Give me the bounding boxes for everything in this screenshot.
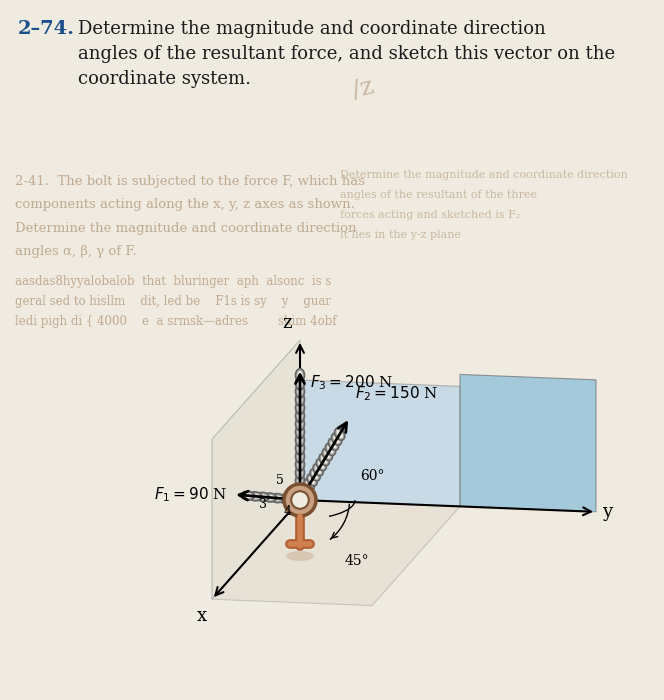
Ellipse shape <box>258 494 267 499</box>
Ellipse shape <box>306 481 312 489</box>
Ellipse shape <box>304 479 314 491</box>
Text: $F_3 = 200$ N: $F_3 = 200$ N <box>310 374 393 393</box>
Ellipse shape <box>331 440 337 449</box>
Ellipse shape <box>310 469 320 481</box>
Ellipse shape <box>295 450 305 463</box>
Ellipse shape <box>295 434 305 447</box>
Ellipse shape <box>313 463 323 476</box>
Ellipse shape <box>295 442 305 455</box>
Ellipse shape <box>319 454 329 466</box>
Polygon shape <box>300 380 460 506</box>
Text: y: y <box>602 503 612 521</box>
Ellipse shape <box>297 476 303 485</box>
Text: forces acting and sketched is F₂: forces acting and sketched is F₂ <box>340 210 521 220</box>
Ellipse shape <box>286 551 314 561</box>
Ellipse shape <box>288 497 297 502</box>
Text: geral sed to hisllm    dit, led be    F1s is sy    y    guar: geral sed to hisllm dit, led be F1s is s… <box>15 295 331 308</box>
Ellipse shape <box>295 466 305 480</box>
Ellipse shape <box>316 458 327 470</box>
Ellipse shape <box>256 492 269 501</box>
Text: 60°: 60° <box>361 469 385 483</box>
Ellipse shape <box>322 449 333 461</box>
Ellipse shape <box>297 428 303 437</box>
Text: ledi pigh di { 4000    e  a srmsk—adres        shim 4obf: ledi pigh di { 4000 e a srmsk—adres shim… <box>15 315 337 328</box>
Text: aasdas8hyyalobalob  that  bluringer  aph  alsonc  is s: aasdas8hyyalobalob that bluringer aph al… <box>15 275 331 288</box>
Polygon shape <box>212 340 300 599</box>
Ellipse shape <box>318 461 325 469</box>
Ellipse shape <box>295 369 305 382</box>
Ellipse shape <box>297 444 303 453</box>
Ellipse shape <box>295 426 305 439</box>
Ellipse shape <box>249 492 262 500</box>
Ellipse shape <box>301 484 311 496</box>
Ellipse shape <box>278 494 291 503</box>
Text: $F_1 = 90$ N: $F_1 = 90$ N <box>153 485 227 504</box>
Ellipse shape <box>280 496 289 501</box>
Text: Determine the magnitude and coordinate direction: Determine the magnitude and coordinate d… <box>340 170 628 180</box>
Ellipse shape <box>297 468 303 477</box>
Ellipse shape <box>273 496 282 500</box>
Ellipse shape <box>333 435 340 443</box>
Ellipse shape <box>242 491 254 500</box>
Ellipse shape <box>324 450 331 459</box>
Ellipse shape <box>327 445 333 454</box>
Ellipse shape <box>335 428 345 440</box>
Ellipse shape <box>297 460 303 469</box>
Ellipse shape <box>295 475 305 487</box>
Ellipse shape <box>337 430 343 438</box>
Text: components acting along the x, y, z axes as shown.: components acting along the x, y, z axes… <box>15 198 355 211</box>
Ellipse shape <box>295 417 305 430</box>
Polygon shape <box>460 374 596 512</box>
Ellipse shape <box>244 493 252 498</box>
Ellipse shape <box>295 410 305 422</box>
Ellipse shape <box>297 452 303 461</box>
Ellipse shape <box>325 443 335 456</box>
Ellipse shape <box>295 393 305 406</box>
Text: x: x <box>197 607 207 625</box>
Ellipse shape <box>295 385 305 398</box>
Ellipse shape <box>329 438 339 450</box>
Ellipse shape <box>309 476 315 484</box>
Ellipse shape <box>315 466 321 474</box>
Ellipse shape <box>297 395 303 404</box>
Ellipse shape <box>297 371 303 379</box>
Text: it lies in the y-z plane: it lies in the y-z plane <box>340 230 461 240</box>
Text: angles of the resultant of the three: angles of the resultant of the three <box>340 190 537 200</box>
Text: 2–74.: 2–74. <box>18 20 75 38</box>
Text: 4: 4 <box>284 505 292 518</box>
Ellipse shape <box>297 379 303 388</box>
Ellipse shape <box>321 456 327 463</box>
Text: 45°: 45° <box>345 554 370 568</box>
Text: 3: 3 <box>259 498 268 512</box>
Circle shape <box>284 484 316 516</box>
Ellipse shape <box>312 471 318 479</box>
Ellipse shape <box>295 458 305 471</box>
Ellipse shape <box>297 435 303 444</box>
Ellipse shape <box>251 494 260 499</box>
Text: angles α, β, γ of F.: angles α, β, γ of F. <box>15 245 137 258</box>
Text: Determine the magnitude and coordinate direction
angles of the resultant force, : Determine the magnitude and coordinate d… <box>78 20 615 88</box>
Text: Determine the magnitude and coordinate direction: Determine the magnitude and coordinate d… <box>15 222 357 235</box>
Ellipse shape <box>286 495 299 504</box>
Ellipse shape <box>297 419 303 428</box>
Text: 5: 5 <box>276 475 284 487</box>
Ellipse shape <box>307 474 317 486</box>
Ellipse shape <box>297 403 303 412</box>
Text: 2-41.  The bolt is subjected to the force F, which has: 2-41. The bolt is subjected to the force… <box>15 175 365 188</box>
Text: /z: /z <box>350 75 376 103</box>
Circle shape <box>291 491 309 509</box>
Polygon shape <box>212 500 460 606</box>
Ellipse shape <box>271 494 284 503</box>
Ellipse shape <box>295 377 305 390</box>
Ellipse shape <box>331 433 342 445</box>
Ellipse shape <box>303 486 309 494</box>
Ellipse shape <box>266 495 274 500</box>
Text: z: z <box>282 314 292 332</box>
Ellipse shape <box>295 401 305 414</box>
Ellipse shape <box>297 387 303 396</box>
Ellipse shape <box>264 493 276 502</box>
Text: $F_2 = 150$ N: $F_2 = 150$ N <box>355 384 438 402</box>
Ellipse shape <box>297 412 303 420</box>
